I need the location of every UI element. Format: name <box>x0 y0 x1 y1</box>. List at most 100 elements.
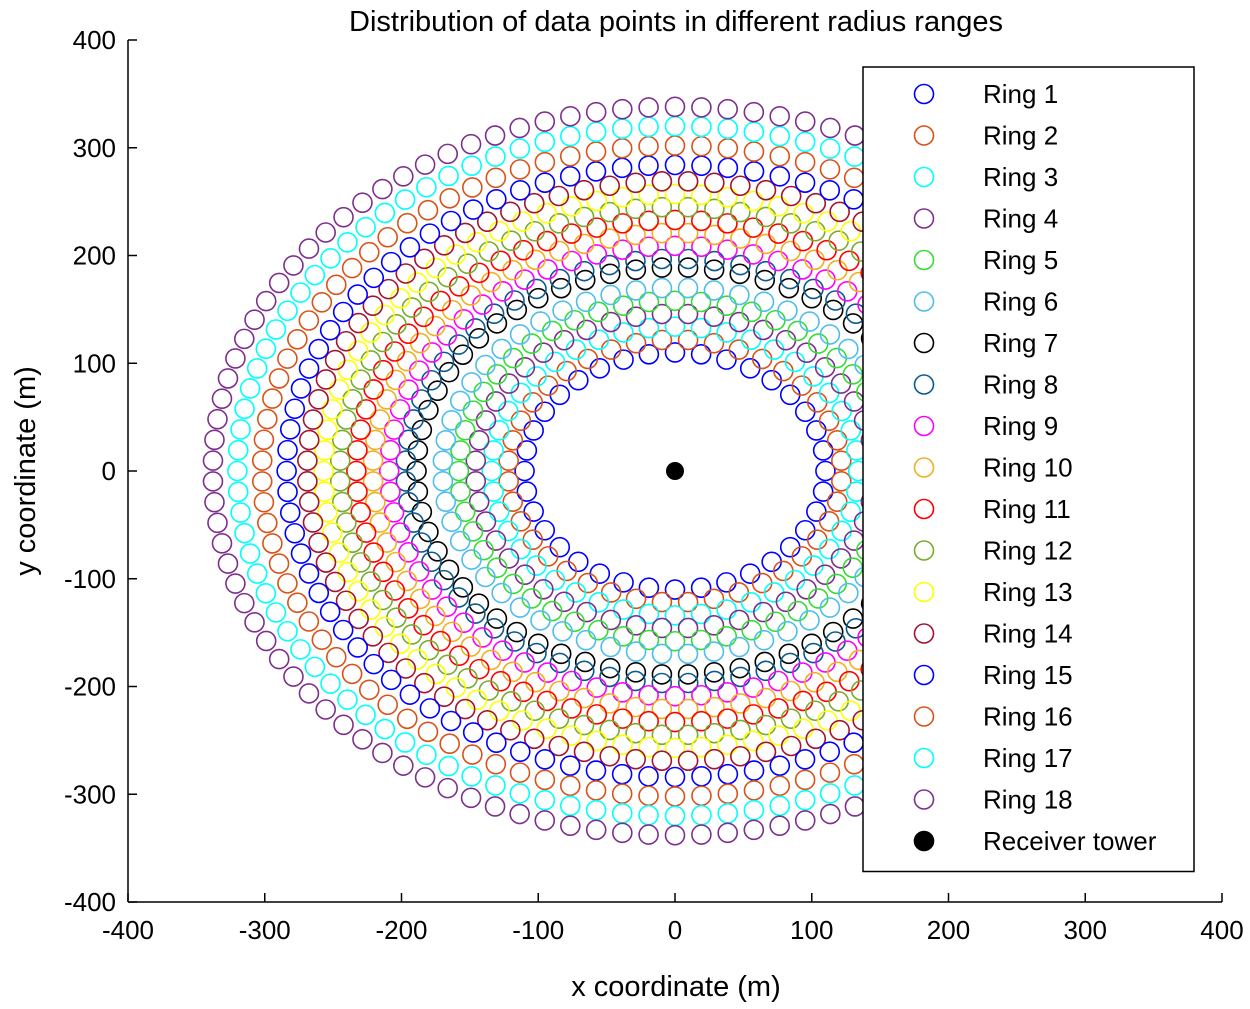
data-point <box>691 765 712 787</box>
data-point <box>573 233 595 255</box>
data-point <box>283 255 304 276</box>
data-point <box>397 598 419 619</box>
data-point <box>730 693 751 714</box>
data-point <box>794 172 816 193</box>
data-point <box>448 645 470 667</box>
data-point <box>363 267 385 289</box>
data-point <box>322 522 343 543</box>
data-point <box>438 559 460 581</box>
x-tick-label: -200 <box>375 915 427 945</box>
data-point <box>780 680 801 702</box>
data-point <box>460 636 482 657</box>
data-point <box>818 382 840 404</box>
data-point <box>638 343 660 365</box>
data-point <box>324 349 346 371</box>
data-point <box>509 803 530 825</box>
data-point <box>717 734 738 756</box>
data-point <box>625 250 646 272</box>
data-point <box>651 171 673 192</box>
data-point <box>585 161 607 182</box>
data-point <box>465 470 487 492</box>
data-point <box>717 822 738 844</box>
data-point <box>703 306 725 328</box>
data-point <box>586 730 608 752</box>
data-point <box>308 582 330 604</box>
data-point <box>384 580 406 601</box>
data-point <box>473 381 494 403</box>
data-point <box>769 166 791 187</box>
data-point <box>486 313 508 334</box>
data-point <box>730 254 751 276</box>
data-point <box>314 440 335 461</box>
data-point <box>536 718 557 740</box>
legend-marker <box>913 125 935 146</box>
data-point <box>502 661 523 683</box>
data-point <box>742 677 764 698</box>
data-point <box>498 548 520 569</box>
data-point <box>806 529 828 550</box>
data-point <box>777 621 798 642</box>
data-point <box>730 201 751 223</box>
data-point <box>486 557 508 579</box>
data-point <box>476 211 498 233</box>
data-point <box>575 291 597 313</box>
data-point <box>651 643 673 665</box>
data-point <box>829 201 850 223</box>
data-point <box>831 400 852 422</box>
legend: Ring 1 Ring 2 Ring 3 Ring 4 Ring 5 Ring 6 Ring… <box>862 66 1195 873</box>
data-point <box>664 824 686 846</box>
data-point <box>304 264 326 286</box>
data-point <box>485 146 506 167</box>
data-point <box>703 588 725 610</box>
data-point <box>450 481 471 502</box>
data-point <box>585 141 607 162</box>
data-point <box>217 368 239 389</box>
data-point <box>325 646 347 668</box>
x-tick-label: 0 <box>668 915 682 945</box>
data-point <box>246 563 268 584</box>
data-point <box>784 351 806 373</box>
data-point <box>827 661 848 683</box>
data-point <box>537 375 559 396</box>
data-point <box>279 419 301 440</box>
data-point <box>703 259 725 281</box>
data-point <box>521 588 543 609</box>
data-point <box>613 572 634 593</box>
data-point <box>386 607 407 628</box>
data-point <box>332 301 354 323</box>
data-point <box>514 564 536 586</box>
data-point <box>625 306 647 328</box>
data-point <box>328 542 350 563</box>
data-point <box>233 328 255 350</box>
data-point <box>308 338 330 360</box>
data-point <box>792 259 813 280</box>
data-point <box>207 408 228 430</box>
data-point <box>742 704 764 725</box>
data-point <box>522 392 544 413</box>
data-point <box>787 320 809 342</box>
data-point <box>704 670 725 692</box>
data-point <box>461 766 482 787</box>
data-point <box>664 805 686 827</box>
legend-label: Ring 4 <box>983 204 1058 234</box>
data-point <box>506 621 528 643</box>
data-point <box>779 384 801 406</box>
data-point <box>585 799 607 821</box>
data-point <box>207 512 228 534</box>
data-point <box>437 266 458 288</box>
data-point <box>728 311 750 333</box>
data-point <box>831 450 852 471</box>
data-point <box>842 363 864 385</box>
data-point <box>509 741 531 762</box>
data-point <box>514 269 535 290</box>
data-point <box>576 319 597 341</box>
data-point <box>765 309 786 331</box>
data-point <box>828 230 850 251</box>
data-point <box>473 539 494 561</box>
data-point <box>360 350 382 371</box>
data-point <box>378 278 399 300</box>
legend-box <box>862 66 1195 873</box>
data-point <box>438 361 460 383</box>
data-point <box>651 591 673 613</box>
data-point <box>509 159 531 180</box>
